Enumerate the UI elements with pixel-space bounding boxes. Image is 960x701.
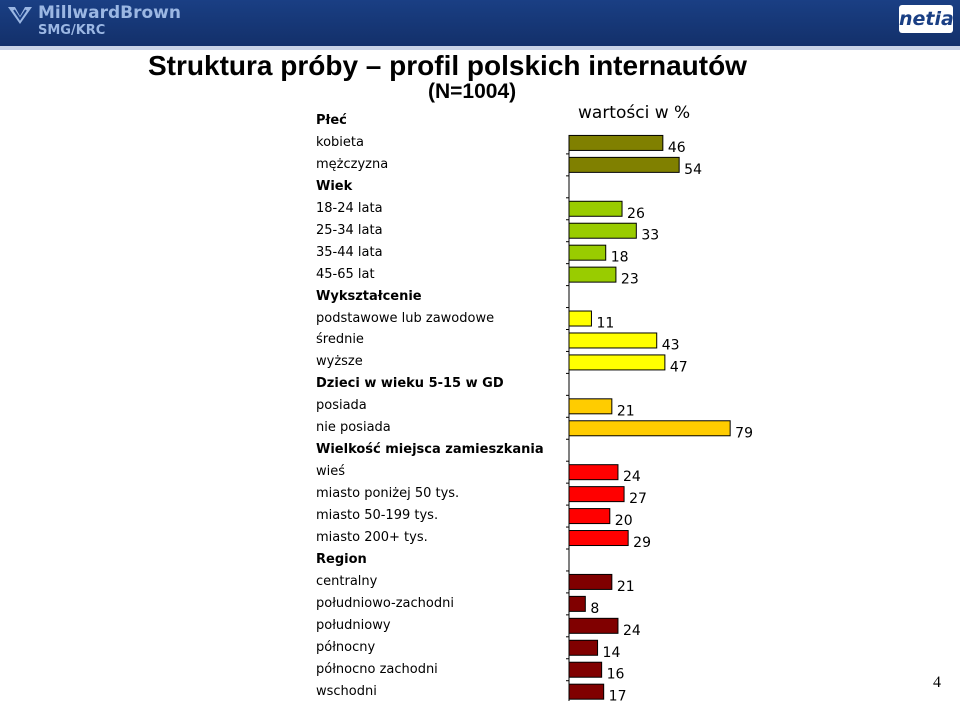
category-label-miasto-200-tys: miasto 200+ tys. bbox=[316, 530, 428, 546]
category-label-35-44-lata: 35-44 lata bbox=[316, 244, 383, 260]
category-label-poludniowy: południowy bbox=[316, 617, 391, 633]
category-label-kobieta: kobieta bbox=[316, 134, 364, 150]
page-title: Struktura próby – profil polskich intern… bbox=[148, 50, 747, 81]
group-heading-wiek: Wiek bbox=[316, 178, 353, 194]
category-label-mezczyzna: mężczyzna bbox=[316, 156, 389, 172]
value-label-poludniowo-zachodni: 8 bbox=[590, 601, 599, 617]
value-label-wyzsze: 47 bbox=[670, 359, 688, 375]
category-label-polnocny: północny bbox=[316, 639, 376, 655]
category-label-wschodni: wschodni bbox=[316, 683, 377, 699]
value-label-polnocny: 14 bbox=[603, 645, 621, 661]
value-label-35-44-lata: 18 bbox=[611, 250, 629, 266]
bar-poludniowy bbox=[568, 617, 619, 634]
group-heading-wyksztalcenie: Wykształcenie bbox=[316, 288, 422, 304]
value-label-centralny: 21 bbox=[617, 579, 635, 595]
value-label-18-24-lata: 26 bbox=[627, 206, 645, 222]
bar-podstawowe-lub-zawodowe bbox=[568, 310, 592, 327]
category-label-wyzsze: wyższe bbox=[316, 354, 363, 370]
group-heading-dzieci-w-wieku-5-15-w-gd: Dzieci w wieku 5-15 w GD bbox=[316, 376, 504, 392]
group-heading-wielkosc-miejsca-zamieszkania: Wielkość miejsca zamieszkania bbox=[316, 442, 544, 458]
unit-label: wartości w % bbox=[578, 103, 691, 123]
value-label-poludniowy: 24 bbox=[623, 623, 641, 639]
value-label-nie-posiada: 79 bbox=[735, 425, 753, 441]
millward-brown-logo: MillwardBrown SMG/KRC bbox=[6, 2, 181, 42]
bar-nie-posiada bbox=[568, 420, 731, 437]
category-label-18-24-lata: 18-24 lata bbox=[316, 200, 383, 216]
value-label-podstawowe-lub-zawodowe: 11 bbox=[596, 316, 614, 332]
value-label-wschodni: 17 bbox=[609, 689, 627, 701]
category-label-nie-posiada: nie posiada bbox=[316, 420, 391, 436]
category-label-45-65-lat: 45-65 lat bbox=[316, 266, 375, 282]
value-label-25-34-lata: 33 bbox=[641, 228, 659, 244]
category-label-posiada: posiada bbox=[316, 398, 367, 414]
category-label-miasto-50-199-tys: miasto 50-199 tys. bbox=[316, 508, 439, 524]
value-label-mezczyzna: 54 bbox=[684, 162, 702, 178]
row-labels: Płeć kobieta mężczyzna Wiek 18-24 lata 25-34 … bbox=[316, 0, 566, 701]
bar-poludniowo-zachodni bbox=[568, 595, 586, 612]
sample-size-label: (N=1004) bbox=[428, 80, 517, 103]
bar-wyzsze bbox=[568, 354, 666, 371]
bar-18-24-lata bbox=[568, 200, 623, 217]
value-label-wies: 24 bbox=[623, 469, 641, 485]
bar-35-44-lata bbox=[568, 244, 607, 261]
header-bar: MillwardBrown SMG/KRC netia bbox=[0, 0, 960, 46]
bar-45-65-lat bbox=[568, 266, 617, 283]
value-label-45-65-lat: 23 bbox=[621, 272, 639, 288]
millward-brown-logo-text: MillwardBrown bbox=[38, 3, 181, 23]
value-label-kobieta: 46 bbox=[668, 140, 686, 156]
netia-logo: netia bbox=[899, 5, 954, 33]
category-label-25-34-lata: 25-34 lata bbox=[316, 222, 383, 238]
category-label-podstawowe-lub-zawodowe: podstawowe lub zawodowe bbox=[316, 310, 495, 326]
value-label-srednie: 43 bbox=[662, 337, 680, 353]
group-heading-region: Region bbox=[316, 551, 367, 567]
value-label-miasto-ponizej-50-tys: 27 bbox=[629, 491, 647, 507]
bar-polnocno-zachodni bbox=[568, 661, 603, 678]
millward-brown-logo-mark-icon bbox=[8, 7, 32, 24]
value-label-miasto-50-199-tys: 20 bbox=[615, 513, 633, 529]
value-label-polnocno-zachodni: 16 bbox=[607, 667, 625, 683]
bar-wschodni bbox=[568, 683, 605, 700]
category-label-centralny: centralny bbox=[316, 573, 378, 589]
header-divider bbox=[0, 46, 960, 50]
bar-wies bbox=[568, 464, 619, 481]
bar-posiada bbox=[568, 398, 613, 415]
bar-centralny bbox=[568, 573, 613, 590]
group-heading-plec: Płeć bbox=[316, 112, 347, 128]
value-label-miasto-200-tys: 29 bbox=[633, 535, 651, 551]
smg-krc-logo-text: SMG/KRC bbox=[38, 23, 106, 38]
category-label-poludniowo-zachodni: południowo-zachodni bbox=[316, 595, 454, 611]
bar-mezczyzna bbox=[568, 156, 680, 173]
category-label-polnocno-zachodni: północno zachodni bbox=[316, 661, 438, 677]
category-label-wies: wieś bbox=[316, 464, 346, 480]
bar-25-34-lata bbox=[568, 222, 637, 239]
bar-miasto-200-tys bbox=[568, 530, 629, 547]
bar-srednie bbox=[568, 332, 658, 349]
bar-miasto-50-199-tys bbox=[568, 508, 611, 525]
category-label-miasto-ponizej-50-tys: miasto poniżej 50 tys. bbox=[316, 486, 460, 502]
category-label-srednie: średnie bbox=[316, 332, 364, 348]
bar-kobieta bbox=[568, 134, 664, 151]
bar-polnocny bbox=[568, 639, 599, 656]
bar-miasto-ponizej-50-tys bbox=[568, 486, 625, 503]
page-number: 4 bbox=[933, 674, 941, 691]
value-label-posiada: 21 bbox=[617, 403, 635, 419]
